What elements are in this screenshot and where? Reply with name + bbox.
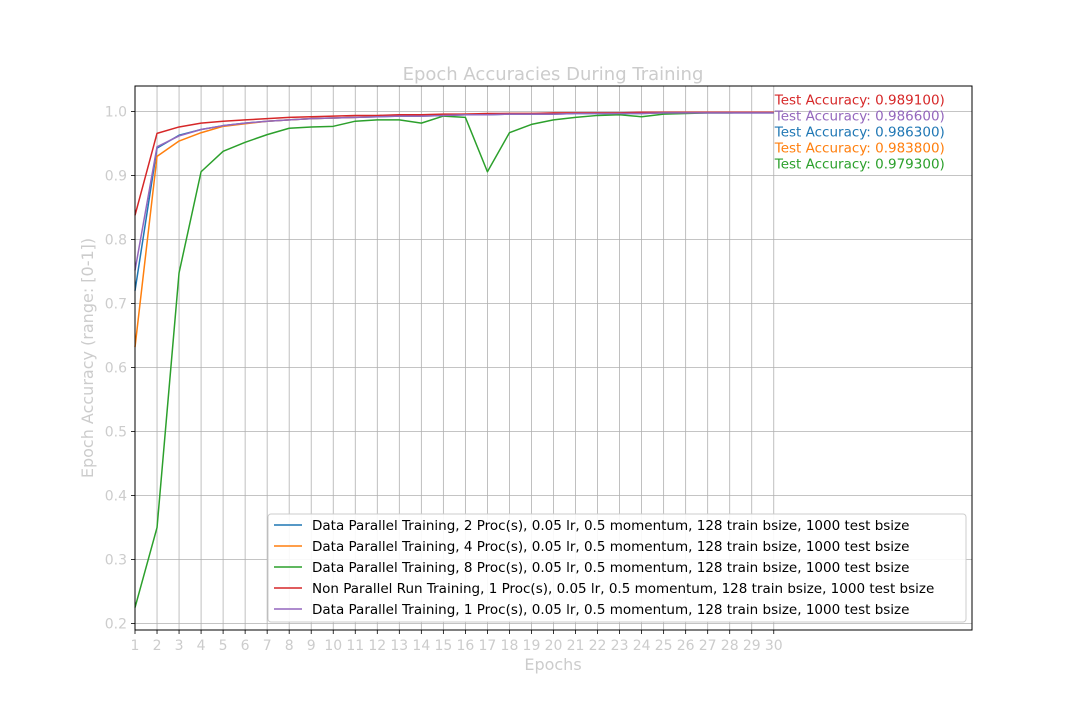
x-tick-label: 28 xyxy=(721,638,739,654)
x-tick-label: 5 xyxy=(219,638,228,654)
test-accuracy-label: Test Accuracy: 0.986300) xyxy=(774,125,945,141)
x-tick-label: 3 xyxy=(175,638,184,654)
y-axis-title: Epoch Accuracy (range: [0-1]) xyxy=(78,238,97,478)
test-accuracy-label: Test Accuracy: 0.979300) xyxy=(774,157,945,173)
legend-label: Data Parallel Training, 8 Proc(s), 0.05 … xyxy=(312,560,909,576)
legend-box xyxy=(267,513,967,623)
x-tick-label: 14 xyxy=(412,638,430,654)
legend-label: Non Parallel Run Training, 1 Proc(s), 0.… xyxy=(312,581,934,597)
legend-label: Data Parallel Training, 4 Proc(s), 0.05 … xyxy=(312,539,909,555)
y-axis-ticks: 0.2 0.3 0.4 0.5 0.6 0.7 0.8 0.9 1.0 xyxy=(105,105,135,633)
x-tick-label: 26 xyxy=(677,638,695,654)
x-tick-label: 29 xyxy=(743,638,761,654)
x-tick-label: 19 xyxy=(523,638,541,654)
x-tick-label: 4 xyxy=(197,638,206,654)
y-tick-label: 0.2 xyxy=(105,617,127,633)
series-line xyxy=(134,111,774,608)
x-tick-label: 22 xyxy=(589,638,607,654)
x-tick-label: 27 xyxy=(699,638,717,654)
x-tick-label: 15 xyxy=(434,638,452,654)
x-tick-label: 11 xyxy=(346,638,364,654)
x-tick-label: 9 xyxy=(307,638,316,654)
x-tick-label: 1 xyxy=(131,638,140,654)
test-accuracy-label: Test Accuracy: 0.986600) xyxy=(774,109,945,125)
x-tick-label: 20 xyxy=(545,638,563,654)
y-tick-label: 0.3 xyxy=(105,553,127,569)
x-axis-title: Epochs xyxy=(524,655,581,674)
x-tick-label: 13 xyxy=(390,638,408,654)
legend-label: Data Parallel Training, 2 Proc(s), 0.05 … xyxy=(312,518,909,534)
series-line xyxy=(134,112,774,271)
series-lines xyxy=(134,111,774,608)
test-accuracy-label: Test Accuracy: 0.983800) xyxy=(774,141,945,157)
x-tick-label: 17 xyxy=(479,638,497,654)
test-accuracy-label: Test Accuracy: 0.989100) xyxy=(774,93,945,109)
x-axis-ticks: 1 2 3 4 5 6 7 8 9 10 11 12 13 14 15 16 17 18 19 20 21 22 23 24 2… xyxy=(131,630,783,654)
y-tick-label: 0.7 xyxy=(105,297,127,313)
y-tick-label: 0.8 xyxy=(105,233,127,249)
y-tick-label: 1.0 xyxy=(105,105,127,121)
x-tick-label: 30 xyxy=(765,638,783,654)
legend-label: Data Parallel Training, 1 Proc(s), 0.05 … xyxy=(312,602,909,618)
y-tick-label: 0.6 xyxy=(105,361,127,377)
x-tick-label: 10 xyxy=(324,638,342,654)
x-tick-label: 2 xyxy=(153,638,162,654)
x-tick-label: 23 xyxy=(611,638,629,654)
x-tick-label: 18 xyxy=(501,638,519,654)
x-tick-label: 7 xyxy=(263,638,272,654)
x-tick-label: 8 xyxy=(285,638,294,654)
legend: Data Parallel Training, 2 Proc(s), 0.05 … xyxy=(267,513,967,623)
y-tick-label: 0.9 xyxy=(105,169,127,185)
x-tick-label: 6 xyxy=(241,638,250,654)
y-tick-label: 0.5 xyxy=(105,425,127,441)
x-tick-label: 25 xyxy=(655,638,673,654)
x-tick-label: 12 xyxy=(368,638,386,654)
x-tick-label: 21 xyxy=(567,638,585,654)
x-tick-label: 16 xyxy=(456,638,474,654)
test-accuracy-annotations: Test Accuracy: 0.989100)Test Accuracy: 0… xyxy=(774,93,945,173)
x-tick-label: 24 xyxy=(633,638,651,654)
chart-title: Epoch Accuracies During Training xyxy=(403,64,704,85)
y-tick-label: 0.4 xyxy=(105,489,127,505)
